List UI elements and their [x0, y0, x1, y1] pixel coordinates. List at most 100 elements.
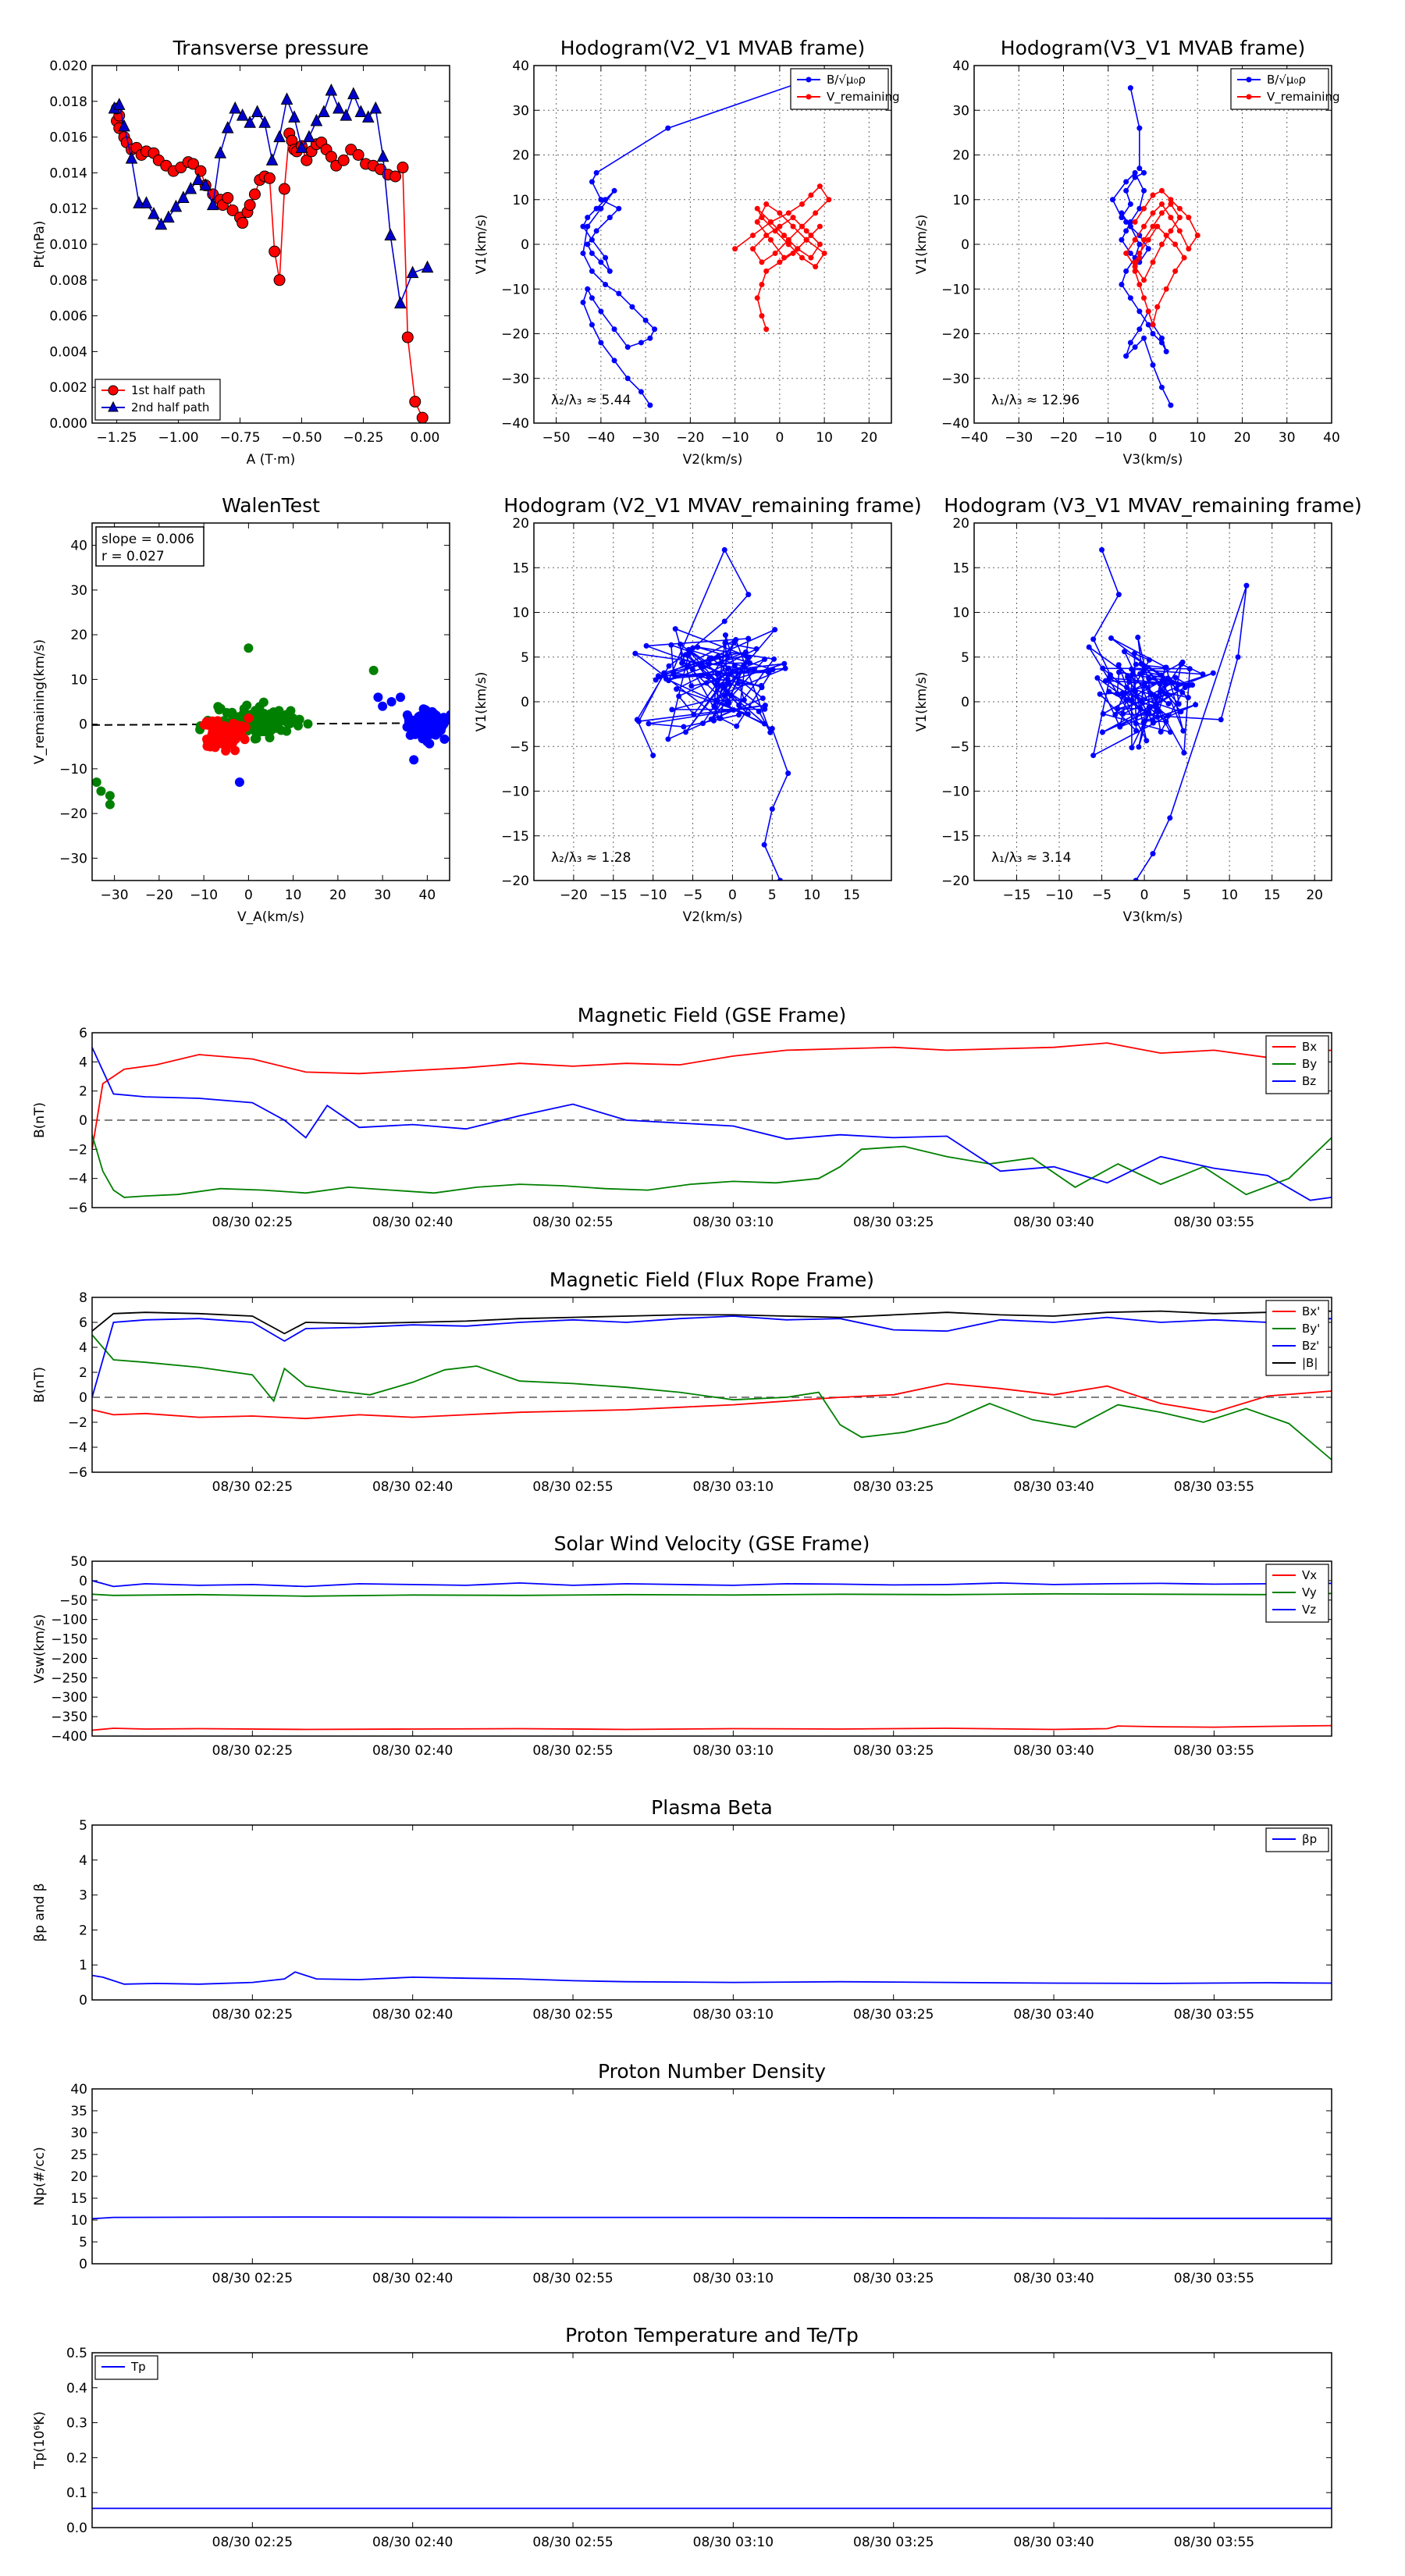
series-line	[92, 1382, 1332, 1420]
data-point	[206, 197, 219, 211]
data-point	[585, 286, 591, 292]
data-point	[1154, 223, 1161, 229]
data-point	[177, 190, 190, 203]
data-point	[598, 197, 604, 203]
data-point	[598, 259, 604, 265]
data-point	[253, 724, 263, 734]
x-tick-label: −30	[101, 888, 129, 903]
series-line	[92, 1971, 1332, 1985]
data-point	[1153, 702, 1159, 708]
data-point	[282, 726, 292, 736]
data-point	[1146, 656, 1152, 663]
x-tick-label: −10	[639, 888, 667, 903]
y-tick-label: −100	[51, 1613, 87, 1628]
data-point	[777, 210, 783, 216]
series-Bx	[92, 1042, 1332, 1150]
data-point	[745, 711, 751, 717]
data-point	[1100, 711, 1106, 717]
data-point	[624, 375, 631, 382]
data-point	[721, 692, 727, 699]
data-point	[384, 228, 397, 241]
x-tick-label: 5	[768, 888, 777, 903]
data-point	[1132, 259, 1138, 265]
series-Vz	[92, 1580, 1332, 1588]
legend-label: B/√μ₀ρ	[827, 73, 866, 87]
x-tick-label: 08/30 03:55	[1174, 2271, 1254, 2286]
data-point	[603, 254, 609, 261]
data-point	[816, 223, 823, 229]
x-tick-label: 08/30 03:10	[693, 1479, 774, 1495]
axes-frame	[91, 1824, 1332, 2001]
data-point	[580, 223, 586, 229]
legend-box	[94, 379, 221, 421]
data-point	[96, 786, 106, 796]
y-tick-label: 0	[961, 695, 969, 710]
data-point	[756, 708, 762, 714]
series-line	[735, 185, 830, 330]
axes-frame	[91, 1297, 1332, 1473]
data-point	[611, 358, 617, 364]
y-tick-label: 10	[952, 193, 969, 208]
y-tick-label: 30	[70, 583, 87, 599]
legend-marker	[108, 400, 119, 412]
x-axis-label: A (T·m)	[247, 452, 296, 468]
y-tick-label: −40	[941, 416, 969, 432]
y-tick-label: 3	[79, 1888, 87, 1904]
series-2nd half path	[108, 83, 434, 309]
x-axis-label: V3(km/s)	[1123, 909, 1183, 925]
chart-hodogram-v3v1-mvab: Hodogram(V3_V1 MVAB frame) −40 −30 −20 −10 0 1…	[914, 37, 1340, 468]
y-tick-label: 0.3	[66, 2416, 87, 2432]
stats-line: r = 0.027	[101, 549, 165, 564]
data-point	[706, 660, 713, 667]
legend-marker	[806, 76, 812, 83]
data-point	[785, 241, 791, 247]
x-tick-label: −0.50	[281, 430, 322, 446]
x-tick-label: −10	[190, 888, 218, 903]
data-point	[726, 681, 732, 687]
data-point	[826, 197, 832, 203]
data-point	[676, 693, 682, 699]
data-point	[1127, 219, 1133, 225]
x-tick-label: 08/30 03:55	[1174, 1479, 1254, 1495]
data-point	[184, 181, 197, 194]
x-tick-label: 08/30 03:40	[1013, 2007, 1094, 2023]
data-point	[1146, 704, 1152, 710]
data-point	[685, 646, 692, 653]
y-tick-label: 0.0	[66, 2521, 87, 2536]
data-point	[1144, 738, 1150, 744]
data-point	[1114, 691, 1120, 697]
data-point	[303, 130, 315, 143]
x-tick-label: −30	[631, 430, 660, 446]
series-Bz'	[92, 1315, 1332, 1398]
series-line	[92, 1042, 1332, 1150]
x-tick-label: 08/30 02:40	[372, 2007, 453, 2023]
data-point	[361, 110, 375, 123]
x-tick-label: 10	[816, 430, 833, 446]
data-point	[635, 718, 642, 724]
y-tick-label: −30	[501, 372, 529, 387]
y-tick-label: −15	[941, 829, 969, 845]
data-point	[816, 183, 823, 190]
y-tick-label: −10	[501, 282, 529, 297]
y-tick-label: −400	[51, 1729, 87, 1745]
x-tick-label: 08/30 02:40	[372, 2535, 453, 2550]
y-tick-label: −10	[941, 785, 969, 800]
data-point	[714, 697, 720, 703]
data-point	[1168, 201, 1174, 207]
eigenvalue-ratio: λ₁/λ₃ ≈ 12.96	[991, 393, 1080, 408]
y-tick-label: 30	[952, 103, 969, 119]
legend-marker	[1246, 94, 1252, 100]
data-point	[655, 673, 661, 679]
data-point	[616, 290, 622, 297]
data-point	[1099, 729, 1105, 735]
data-point	[1137, 671, 1144, 677]
y-tick-label: 0.008	[49, 273, 87, 289]
x-tick-label: 08/30 03:40	[1013, 1215, 1094, 1230]
data-point	[340, 109, 353, 121]
data-point	[745, 654, 752, 660]
data-point	[1243, 582, 1250, 589]
data-point	[310, 113, 323, 126]
x-tick-label: 08/30 03:40	[1013, 1743, 1094, 1759]
data-point	[682, 729, 688, 735]
